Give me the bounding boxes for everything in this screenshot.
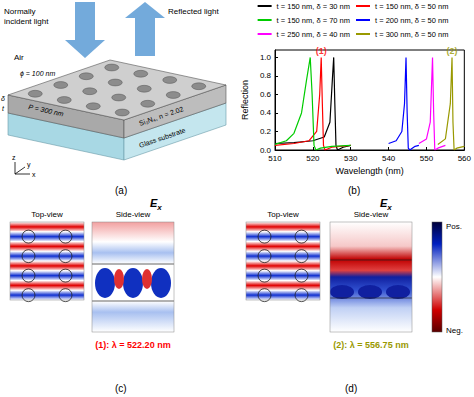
svg-text:Top-view: Top-view — [267, 210, 299, 219]
svg-text:(c): (c) — [115, 383, 127, 394]
svg-text:Normally: Normally — [4, 7, 36, 16]
svg-text:0.8: 0.8 — [260, 71, 272, 80]
svg-text:δ: δ — [1, 95, 5, 102]
svg-text:Reflected light: Reflected light — [168, 7, 219, 16]
svg-text:(1): (1) — [316, 46, 327, 56]
svg-text:510: 510 — [268, 154, 282, 163]
svg-text:P = 300 nm: P = 300 nm — [28, 103, 65, 117]
svg-text:ϕ = 100 nm: ϕ = 100 nm — [20, 70, 55, 78]
svg-text:520: 520 — [306, 154, 320, 163]
svg-text:t = 150 nm, δ = 70 nm: t = 150 nm, δ = 70 nm — [277, 16, 350, 25]
svg-text:t = 200 nm, δ = 50 nm: t = 200 nm, δ = 50 nm — [375, 16, 448, 25]
svg-text:t = 150 nm, δ = 50 nm: t = 150 nm, δ = 50 nm — [375, 2, 448, 11]
svg-text:Ex: Ex — [150, 197, 162, 212]
svg-text:Air: Air — [14, 53, 24, 62]
svg-text:t = 300 nm, δ = 50 nm: t = 300 nm, δ = 50 nm — [375, 30, 448, 39]
svg-text:0.2: 0.2 — [260, 127, 272, 136]
svg-text:Ex: Ex — [380, 197, 392, 212]
svg-text:t: t — [2, 105, 5, 112]
svg-text:0.4: 0.4 — [260, 108, 272, 117]
svg-text:t = 150 nm, δ = 30 nm: t = 150 nm, δ = 30 nm — [277, 2, 350, 11]
svg-text:Pos.: Pos. — [446, 222, 462, 231]
svg-text:Top-view: Top-view — [31, 210, 63, 219]
svg-text:550: 550 — [420, 154, 434, 163]
svg-text:540: 540 — [382, 154, 396, 163]
svg-text:(b): (b) — [348, 185, 360, 196]
svg-text:1.0: 1.0 — [260, 53, 272, 62]
svg-text:x: x — [32, 171, 36, 178]
svg-text:0.6: 0.6 — [260, 90, 272, 99]
svg-text:Glass substrate: Glass substrate — [138, 127, 186, 149]
svg-text:0.0: 0.0 — [259, 145, 271, 155]
svg-text:incident light: incident light — [4, 17, 49, 26]
svg-text:z: z — [12, 154, 16, 161]
svg-text:(2): λ = 556.75 nm: (2): λ = 556.75 nm — [333, 340, 408, 350]
svg-text:Neg.: Neg. — [446, 326, 463, 335]
svg-text:(d): (d) — [345, 383, 357, 394]
svg-text:t = 250 nm, δ = 40 nm: t = 250 nm, δ = 40 nm — [277, 30, 350, 39]
svg-text:Wavelength (nm): Wavelength (nm) — [336, 166, 404, 176]
svg-text:Si₃N₄, n = 2.02: Si₃N₄, n = 2.02 — [138, 105, 184, 127]
svg-text:560: 560 — [458, 154, 472, 163]
svg-text:(2): (2) — [447, 46, 458, 56]
svg-text:(a): (a) — [115, 185, 127, 196]
svg-text:(1): λ = 522.20 nm: (1): λ = 522.20 nm — [95, 340, 170, 350]
svg-text:Reflection: Reflection — [240, 80, 250, 120]
svg-text:Side-view: Side-view — [116, 210, 151, 219]
svg-text:Side-view: Side-view — [354, 210, 389, 219]
svg-text:y: y — [27, 161, 31, 169]
svg-text:530: 530 — [344, 154, 358, 163]
